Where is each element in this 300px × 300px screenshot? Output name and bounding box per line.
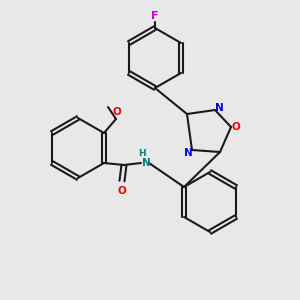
Text: O: O bbox=[112, 107, 122, 117]
Text: N: N bbox=[184, 148, 192, 158]
Text: F: F bbox=[151, 11, 159, 21]
Text: O: O bbox=[118, 186, 126, 196]
Text: H: H bbox=[138, 149, 146, 158]
Text: N: N bbox=[214, 103, 224, 113]
Text: O: O bbox=[232, 122, 240, 132]
Text: N: N bbox=[142, 158, 151, 168]
